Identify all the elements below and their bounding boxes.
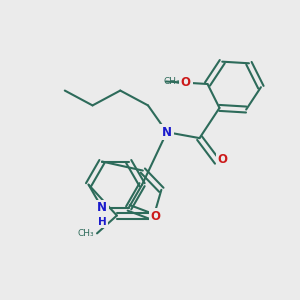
Text: CH₃: CH₃ <box>77 229 94 238</box>
Text: H: H <box>98 217 106 227</box>
Text: CH₃: CH₃ <box>164 77 180 86</box>
Text: O: O <box>217 153 227 167</box>
Text: N: N <box>162 126 172 139</box>
Text: O: O <box>181 76 191 89</box>
Text: N: N <box>97 201 107 214</box>
Text: O: O <box>151 210 161 223</box>
